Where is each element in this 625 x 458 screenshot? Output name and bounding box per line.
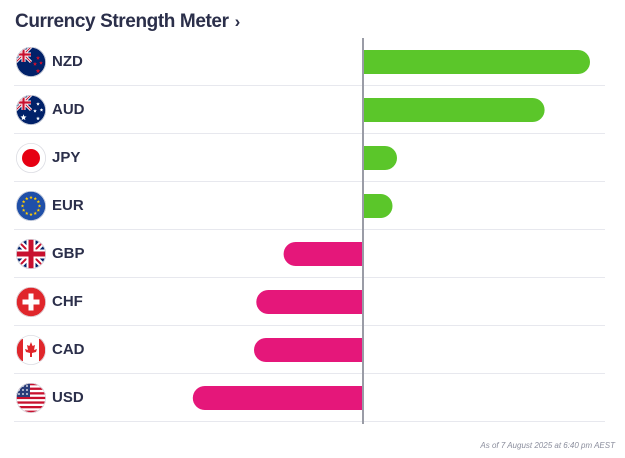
bar-base-gbp [351, 242, 363, 266]
bar-base-aud [363, 98, 375, 122]
ca-flag-icon [16, 335, 46, 365]
bar-usd [192, 386, 364, 410]
bar-aud [363, 98, 545, 122]
au-flag-icon [16, 95, 46, 125]
currency-code: USD [52, 389, 84, 406]
currency-row: NZD [14, 38, 605, 86]
bar-base-usd [351, 386, 363, 410]
currency-row: CAD [14, 326, 605, 374]
bar-base-chf [351, 290, 363, 314]
bar-cad [254, 338, 363, 362]
currency-row: USD [14, 374, 605, 422]
bar-base-cad [351, 338, 363, 362]
currency-row: JPY [14, 134, 605, 182]
nz-flag-icon [16, 47, 46, 77]
bar-chf [256, 290, 363, 314]
currency-code: NZD [52, 53, 83, 70]
page-title[interactable]: Currency Strength Meter › [15, 11, 240, 33]
jp-flag-icon [16, 143, 46, 173]
currency-row: AUD [14, 86, 605, 134]
bar-gbp [283, 242, 364, 266]
currency-code: EUR [52, 197, 84, 214]
bar-nzd [363, 50, 590, 74]
gb-flag-icon [16, 239, 46, 269]
currency-row: GBP [14, 230, 605, 278]
chevron-right-icon: › [234, 12, 241, 31]
eu-flag-icon [16, 191, 46, 221]
currency-row: CHF [14, 278, 605, 326]
bar-base-eur [363, 194, 375, 218]
bar-base-nzd [363, 50, 375, 74]
us-flag-icon [16, 383, 46, 413]
page-title-label: Currency Strength Meter [15, 11, 229, 32]
currency-row: EUR [14, 182, 605, 230]
currency-code: GBP [52, 245, 85, 262]
bar-base-jpy [363, 146, 375, 170]
currency-code: CHF [52, 293, 83, 310]
timestamp: As of 7 August 2025 at 6:40 pm AEST [480, 441, 615, 450]
ch-flag-icon [16, 287, 46, 317]
currency-code: AUD [52, 101, 85, 118]
currency-code: CAD [52, 341, 85, 358]
currency-code: JPY [52, 149, 81, 166]
